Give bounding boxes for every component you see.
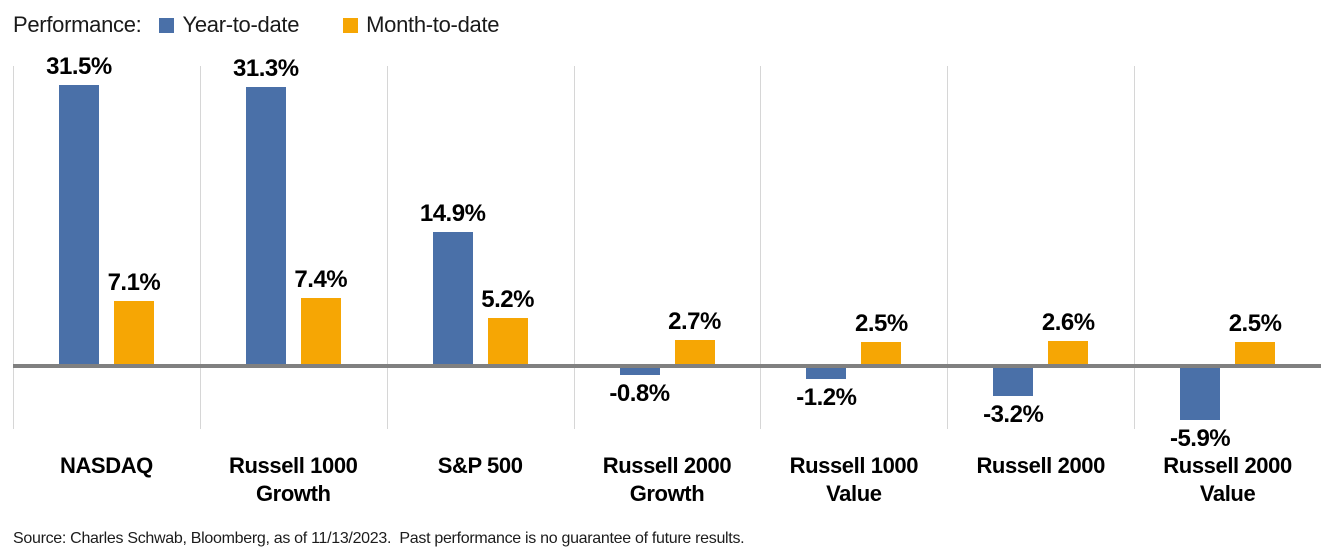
legend-item-month-to-date: Month-to-date — [343, 12, 500, 38]
legend-item-year-to-date: Year-to-date — [159, 12, 299, 38]
value-label: 31.5% — [46, 52, 112, 80]
mtd-bar-russell-2000-value — [1235, 341, 1276, 364]
value-label: 5.2% — [481, 285, 534, 313]
category-label-russell-2000: Russell 2000 — [947, 452, 1134, 480]
category-label-text: Russell 2000 Value — [1163, 453, 1292, 506]
category-separator-line — [1134, 66, 1136, 429]
category-label-text: Russell 2000 — [976, 453, 1105, 478]
value-label: -1.2% — [796, 383, 857, 411]
mtd-bar-russell-1000-value — [861, 341, 902, 364]
category-separator-line — [573, 66, 575, 429]
category-label-text: S&P 500 — [437, 453, 523, 478]
ytd-bar-russell-2000 — [993, 368, 1034, 397]
source-note: Source: Charles Schwab, Bloomberg, as of… — [13, 530, 745, 547]
mtd-bar-s-p-500 — [487, 317, 528, 364]
value-label: 2.5% — [1228, 309, 1282, 337]
value-label: 7.4% — [294, 266, 348, 294]
value-label: 2.6% — [1041, 308, 1095, 336]
category-label-russell-2000-value: Russell 2000 Value — [1134, 452, 1321, 508]
category-label-russell-1000-growth: Russell 1000 Growth — [200, 452, 387, 508]
ytd-bar-russell-2000-value — [1180, 368, 1221, 421]
legend-title: Performance: — [13, 12, 142, 37]
category-separator-line — [13, 66, 14, 429]
ytd-bar-russell-1000-growth — [245, 86, 286, 364]
category-separator-line — [386, 66, 388, 429]
legend-label-year-to-date: Year-to-date — [182, 12, 300, 37]
category-label-s-p-500: S&P 500 — [387, 452, 574, 480]
mtd-bar-russell-2000 — [1048, 340, 1089, 364]
value-label: 2.5% — [854, 309, 908, 337]
category-label-text: Russell 1000 Growth — [229, 453, 358, 506]
category-label-text: NASDAQ — [59, 453, 153, 478]
ytd-bar-nasdaq — [58, 84, 99, 364]
mtd-bar-russell-1000-growth — [300, 298, 341, 364]
legend-label-month-to-date: Month-to-date — [366, 12, 500, 37]
mtd-bar-russell-2000-growth — [674, 340, 715, 364]
ytd-bar-s-p-500 — [432, 231, 473, 364]
category-label-russell-2000-growth: Russell 2000 Growth — [574, 452, 761, 508]
ytd-bar-russell-2000-growth — [619, 368, 660, 376]
category-separator-line — [199, 66, 201, 429]
value-label: -3.2% — [983, 401, 1044, 429]
category-label-nasdaq: NASDAQ — [13, 452, 200, 480]
category-separator-line — [947, 66, 949, 429]
ytd-bar-russell-1000-value — [806, 368, 847, 379]
value-label: -5.9% — [1169, 425, 1231, 453]
value-label: -0.8% — [609, 380, 670, 408]
value-label: 31.3% — [233, 54, 299, 82]
value-label: 7.1% — [107, 269, 161, 297]
zero-baseline — [13, 364, 1321, 368]
legend: Performance: Year-to-date Month-to-date — [13, 12, 543, 38]
month-to-date-swatch-icon — [343, 17, 359, 33]
category-label-russell-1000-value: Russell 1000 Value — [760, 452, 947, 508]
value-label: 2.7% — [668, 308, 721, 336]
value-label: 14.9% — [419, 199, 486, 227]
mtd-bar-nasdaq — [113, 301, 154, 364]
year-to-date-swatch-icon — [159, 17, 175, 33]
category-label-text: Russell 2000 Growth — [602, 453, 732, 506]
category-label-text: Russell 1000 Value — [789, 453, 919, 506]
category-separator-line — [760, 66, 762, 429]
